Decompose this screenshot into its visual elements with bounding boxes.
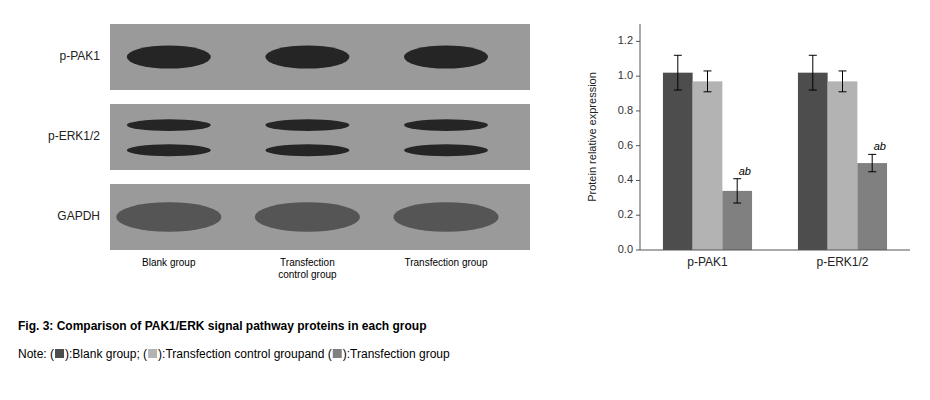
y-tick — [636, 76, 640, 77]
y-axis-line — [640, 24, 641, 250]
y-tick — [636, 110, 640, 111]
caption: Fig. 3: Comparison of PAK1/ERK signal pa… — [18, 319, 427, 333]
bar — [857, 163, 887, 250]
blot-row-label: GAPDH — [57, 209, 100, 223]
y-axis-label: Protein relative expression — [586, 72, 598, 202]
error-bar — [839, 71, 847, 92]
blot-background — [110, 24, 530, 90]
error-bar — [733, 179, 741, 203]
error-bar — [733, 179, 741, 203]
x-tick-label: p-PAK1 — [687, 255, 728, 269]
blot-band — [127, 119, 211, 131]
legend-text: and ( — [304, 347, 331, 361]
y-tick-label: 1.2 — [618, 34, 633, 46]
y-tick-label: 1.0 — [618, 69, 633, 81]
bar — [828, 81, 858, 250]
legend-text: ): — [158, 347, 165, 361]
figure: p-PAK1 p-ERK1/2 GAPDH Blank group Transfecti… — [0, 0, 930, 400]
legend-text: ): — [65, 347, 72, 361]
legend-text: Note: ( — [18, 347, 54, 361]
legend-swatch — [55, 349, 64, 358]
blot-band — [265, 144, 349, 156]
blot-lane-label: Transfection group — [404, 257, 487, 268]
error-bar — [704, 71, 712, 92]
bars — [663, 55, 887, 250]
blot-background — [110, 184, 530, 250]
error-bar — [809, 55, 817, 90]
y-tick — [636, 145, 640, 146]
error-bar — [704, 71, 712, 92]
legend: Note: (): Blank group; (): Transfection … — [18, 347, 450, 361]
blot-row-label: p-ERK1/2 — [48, 129, 100, 143]
y-tick-label: 0.8 — [618, 104, 633, 116]
legend-text: ): — [343, 347, 350, 361]
legend-swatch — [333, 349, 342, 358]
bar — [798, 73, 828, 250]
blot-band — [116, 202, 221, 232]
y-tick-label: 0.6 — [618, 139, 633, 151]
error-bar — [674, 55, 682, 90]
legend-text: ; ( — [136, 347, 147, 361]
blot-band — [265, 119, 349, 131]
x-axis-line — [640, 250, 910, 251]
blot-panel: p-PAK1 p-ERK1/2 GAPDH Blank group Transfecti… — [48, 24, 530, 280]
bar-annotation: ab — [874, 140, 886, 152]
y-tick-label: 0.2 — [618, 208, 633, 220]
legend-text: Transfection control group — [165, 347, 304, 361]
bar-chart: 0.0 0.2 0.4 0.6 0.8 1.0 1.2 Protein relative ex… — [586, 24, 910, 269]
legend-text: Blank group — [72, 347, 136, 361]
bar — [693, 81, 723, 250]
blot-background — [110, 104, 530, 170]
blot-band — [265, 45, 349, 68]
blot-band — [404, 144, 488, 156]
blot-band — [404, 45, 488, 68]
error-bar — [839, 71, 847, 92]
blot-band — [404, 119, 488, 131]
blot-row-label: p-PAK1 — [60, 49, 101, 63]
error-bar — [809, 55, 817, 90]
y-tick — [636, 215, 640, 216]
y-tick-label: 0.4 — [618, 173, 633, 185]
bar — [663, 73, 693, 250]
blot-band — [255, 202, 360, 232]
error-bar — [868, 154, 876, 171]
y-tick — [636, 180, 640, 181]
bar-annotation: ab — [739, 165, 751, 177]
legend-text: Transfection group — [350, 347, 450, 361]
blot-lane-label: Transfectioncontrol group — [278, 257, 337, 280]
y-tick — [636, 250, 640, 251]
error-bar — [674, 55, 682, 90]
blot-band — [127, 45, 211, 68]
blot-band — [394, 202, 499, 232]
y-tick-label: 0.0 — [618, 243, 633, 255]
blot-lane-label: Blank group — [142, 257, 196, 268]
legend-swatch — [148, 349, 157, 358]
blot-band — [127, 144, 211, 156]
y-tick — [636, 41, 640, 42]
x-tick-label: p-ERK1/2 — [816, 255, 868, 269]
error-bar — [868, 154, 876, 171]
